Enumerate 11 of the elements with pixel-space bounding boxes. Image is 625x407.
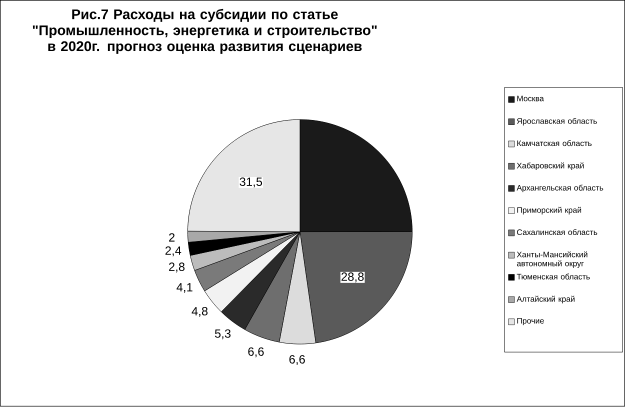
chart-title: Рис.7 Расходы на субсидии по статье "Промышленность, энергетика и строительство" в 2020г. прогноз оценка развития сценариев — [32, 9, 377, 54]
data-label: 5,3 — [214, 330, 231, 340]
data-label: 2 — [169, 233, 175, 242]
data-label: 4,1 — [176, 283, 192, 294]
data-label: 4,8 — [192, 307, 208, 318]
data-label: 6,6 — [289, 355, 305, 366]
data-label: 28,8 — [342, 272, 364, 283]
data-label: 31,5 — [240, 178, 262, 188]
data-label: 2,4 — [165, 246, 182, 257]
data-label: 6,6 — [248, 348, 264, 358]
data-label: 2,8 — [169, 262, 185, 273]
